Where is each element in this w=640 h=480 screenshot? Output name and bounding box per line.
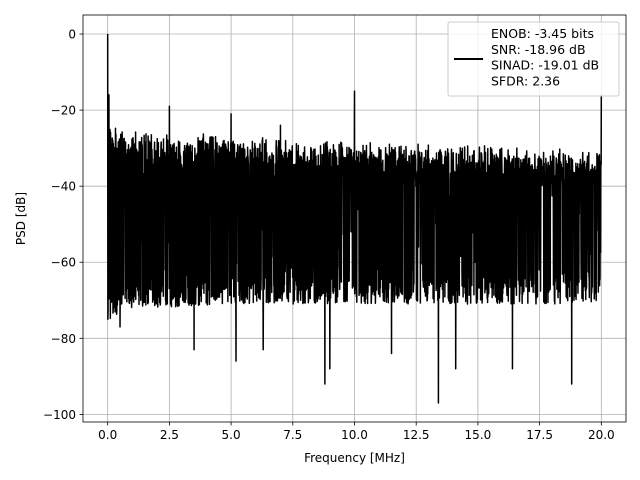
legend-entry-snr: SNR: -18.96 dB [491, 42, 586, 57]
x-tick-label: 0.0 [98, 428, 117, 442]
y-tick-label: −20 [51, 104, 76, 118]
psd-series [106, 34, 603, 404]
axis-ticks: 0.0 2.5 5.0 7.5 10.0 12.5 15.0 17.5 20.0 0 −20 −40 −… [43, 28, 615, 442]
y-tick-label: −40 [51, 180, 76, 194]
y-axis-label: PSD [dB] [14, 192, 28, 245]
legend-entry-enob: ENOB: -3.45 bits [491, 26, 594, 41]
x-tick-label: 5.0 [222, 428, 241, 442]
x-tick-label: 15.0 [465, 428, 492, 442]
legend-entry-sinad: SINAD: -19.01 dB [491, 58, 599, 73]
x-tick-label: 10.0 [341, 428, 368, 442]
y-tick-label: −60 [51, 256, 76, 270]
legend-box [447, 21, 620, 97]
y-tick-label: −80 [51, 332, 76, 346]
x-tick-label: 12.5 [403, 428, 430, 442]
x-tick-label: 17.5 [526, 428, 553, 442]
x-tick-label: 2.5 [160, 428, 179, 442]
x-tick-label: 7.5 [283, 428, 302, 442]
legend: ENOB: -3.45 bits SNR: -18.96 dB SINAD: -… [447, 21, 620, 97]
x-axis-label: Frequency [MHz] [304, 451, 405, 465]
legend-entry-sfdr: SFDR: 2.36 [491, 73, 560, 88]
y-tick-label: 0 [68, 28, 76, 42]
y-tick-label: −100 [43, 408, 76, 422]
psd-line [106, 34, 603, 404]
x-tick-label: 20.0 [588, 428, 615, 442]
